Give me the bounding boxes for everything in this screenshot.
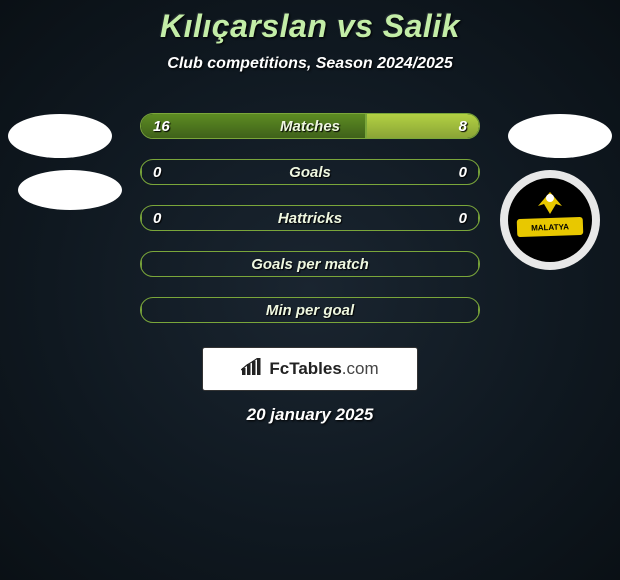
stat-row-goals: 0 Goals 0	[0, 149, 620, 195]
stat-value-right: 8	[459, 118, 467, 135]
brand-text-bold: FcTables	[269, 359, 341, 378]
stat-row-gpm: Goals per match	[0, 241, 620, 287]
stat-label: Goals per match	[141, 256, 479, 273]
page-subtitle: Club competitions, Season 2024/2025	[0, 55, 620, 73]
infographic-container: Kılıçarslan vs Salik Club competitions, …	[0, 0, 620, 425]
stat-row-mpg: Min per goal	[0, 287, 620, 333]
stat-bar: 0 Goals 0	[140, 159, 480, 185]
bar-chart-icon	[241, 358, 263, 381]
stat-bar: 0 Hattricks 0	[140, 205, 480, 231]
stat-value-right: 0	[459, 210, 467, 227]
stat-value-right: 0	[459, 164, 467, 181]
stat-row-matches: 16 Matches 8	[0, 103, 620, 149]
stats-area: 16 Matches 8 0 Goals 0 0 Hattricks 0	[0, 103, 620, 333]
stat-label: Matches	[141, 118, 479, 135]
stat-label: Hattricks	[141, 210, 479, 227]
date-text: 20 january 2025	[0, 405, 620, 425]
stat-label: Goals	[141, 164, 479, 181]
stat-bar: Min per goal	[140, 297, 480, 323]
brand-text-light: .com	[342, 359, 379, 378]
brand-box[interactable]: FcTables.com	[202, 347, 418, 391]
stat-bar: 16 Matches 8	[140, 113, 480, 139]
stat-bar: Goals per match	[140, 251, 480, 277]
brand-text: FcTables.com	[269, 359, 378, 379]
page-title: Kılıçarslan vs Salik	[0, 8, 620, 45]
stat-label: Min per goal	[141, 302, 479, 319]
stat-row-hattricks: 0 Hattricks 0	[0, 195, 620, 241]
